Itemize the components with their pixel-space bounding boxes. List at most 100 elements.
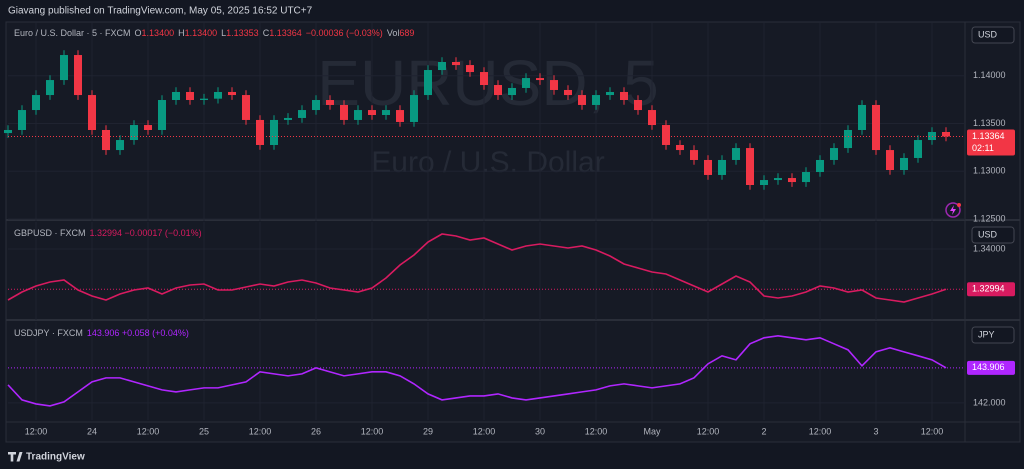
alert-dot[interactable] bbox=[957, 203, 961, 207]
candle-body bbox=[620, 91, 628, 101]
candle-body bbox=[102, 129, 110, 151]
ohlc-value: 1.13400 bbox=[185, 28, 218, 38]
candle-body bbox=[606, 91, 614, 96]
candle-body bbox=[326, 100, 334, 105]
candle-body bbox=[522, 78, 530, 88]
logo bbox=[8, 452, 23, 462]
candle-body bbox=[298, 110, 306, 118]
footer: TradingView bbox=[8, 452, 85, 463]
last-price-label: 143.906 bbox=[972, 362, 1005, 372]
last-price-label: 1.13364 bbox=[972, 131, 1005, 141]
legend: Euro / U.S. Dollar · 5 · FXCM O1.13400 H1.… bbox=[14, 28, 414, 38]
ohlc-key: C bbox=[263, 28, 270, 38]
candle-body bbox=[18, 110, 26, 130]
countdown: 02:11 bbox=[972, 143, 994, 153]
ohlc-key: O bbox=[135, 28, 142, 38]
candle-body bbox=[396, 110, 404, 122]
y-tick-label: 1.13000 bbox=[973, 166, 1006, 176]
last-price-box bbox=[967, 129, 1015, 156]
alert-icon[interactable] bbox=[945, 202, 961, 218]
volume-value: 689 bbox=[399, 28, 414, 38]
candle-body bbox=[228, 91, 236, 96]
candle-body bbox=[60, 55, 68, 81]
x-tick-label: 12:00 bbox=[697, 426, 720, 436]
candle-body bbox=[172, 91, 180, 101]
candle-body bbox=[718, 159, 726, 175]
candle-body bbox=[354, 110, 362, 120]
candle-body bbox=[116, 140, 124, 151]
candle-body bbox=[816, 159, 824, 173]
candle-body bbox=[564, 89, 572, 96]
x-tick-label: 12:00 bbox=[809, 426, 832, 436]
candle-body bbox=[186, 91, 194, 101]
currency-box bbox=[971, 26, 1015, 44]
y-tick-label: 1.13500 bbox=[973, 118, 1006, 128]
candle-body bbox=[340, 104, 348, 120]
candle-body bbox=[746, 148, 754, 186]
legend: USDJPY · FXCM 143.906 +0.058 (+0.04%) bbox=[14, 328, 189, 338]
candle-body bbox=[158, 100, 166, 130]
candle-body bbox=[438, 61, 446, 71]
candle-body bbox=[914, 140, 922, 158]
y-tick-label: 142.000 bbox=[973, 397, 1006, 407]
last-price-box bbox=[967, 360, 1015, 375]
candle-body bbox=[284, 117, 292, 120]
candle-body bbox=[900, 157, 908, 171]
volume-key: Vol bbox=[387, 28, 400, 38]
candle-body bbox=[480, 72, 488, 86]
currency-box bbox=[971, 226, 1015, 244]
ohlc-value: 1.13400 bbox=[142, 28, 175, 38]
x-tick-label: 30 bbox=[535, 426, 545, 436]
y-tick-label: 1.34000 bbox=[973, 243, 1006, 253]
y-tick-label: 1.12500 bbox=[973, 213, 1006, 223]
y-tick-label: 1.14000 bbox=[973, 70, 1006, 80]
candle-body bbox=[46, 80, 54, 96]
candle-body bbox=[662, 125, 670, 145]
candle-body bbox=[242, 95, 250, 120]
candle-body bbox=[424, 70, 432, 96]
last-price-box bbox=[967, 282, 1015, 297]
currency-box bbox=[971, 326, 1015, 344]
candle-body bbox=[4, 129, 12, 134]
ohlc-value: 1.13353 bbox=[226, 28, 259, 38]
candle-body bbox=[144, 125, 152, 130]
candle-body bbox=[214, 91, 222, 99]
x-tick-label: 12:00 bbox=[249, 426, 272, 436]
candle-body bbox=[704, 159, 712, 175]
candle-body bbox=[858, 104, 866, 130]
x-tick-label: 12:00 bbox=[361, 426, 384, 436]
legend-title: USDJPY · FXCM bbox=[14, 328, 83, 338]
candle-body bbox=[648, 110, 656, 126]
legend-values: 1.32994 −0.00017 (−0.01%) bbox=[90, 228, 202, 238]
alert-circle[interactable] bbox=[945, 202, 961, 218]
header: Giavang published on TradingView.com, Ma… bbox=[8, 6, 313, 17]
legend-title: Euro / U.S. Dollar · 5 · FXCM bbox=[14, 28, 131, 38]
x-tick-label: 2 bbox=[761, 426, 766, 436]
x-tick-label: 12:00 bbox=[137, 426, 160, 436]
ohlc-key: H bbox=[178, 28, 185, 38]
candle-body bbox=[592, 95, 600, 105]
last-price-label: 1.32994 bbox=[972, 284, 1005, 294]
candle-body bbox=[88, 95, 96, 130]
legend-change: −0.00036 (−0.03%) bbox=[306, 28, 383, 38]
candle-body bbox=[466, 65, 474, 73]
x-tick-label: 25 bbox=[199, 426, 209, 436]
currency-label: JPY bbox=[978, 329, 995, 339]
alert-bolt[interactable] bbox=[950, 205, 956, 215]
watermark-description: Euro / U.S. Dollar bbox=[371, 146, 604, 179]
candle-body bbox=[494, 85, 502, 96]
candle-body bbox=[508, 87, 516, 96]
legend-values: 143.906 +0.058 (+0.04%) bbox=[87, 328, 189, 338]
candle-body bbox=[550, 80, 558, 90]
ohlc-value: 1.13364 bbox=[269, 28, 302, 38]
candle-body bbox=[452, 61, 460, 66]
candle-body bbox=[872, 104, 880, 151]
candle-body bbox=[312, 100, 320, 111]
candle-body bbox=[200, 98, 208, 101]
x-tick-label: May bbox=[643, 426, 661, 436]
candle-body bbox=[732, 148, 740, 160]
currency-label: USD bbox=[978, 29, 998, 39]
x-tick-label: 29 bbox=[423, 426, 433, 436]
price-line bbox=[7, 334, 947, 407]
